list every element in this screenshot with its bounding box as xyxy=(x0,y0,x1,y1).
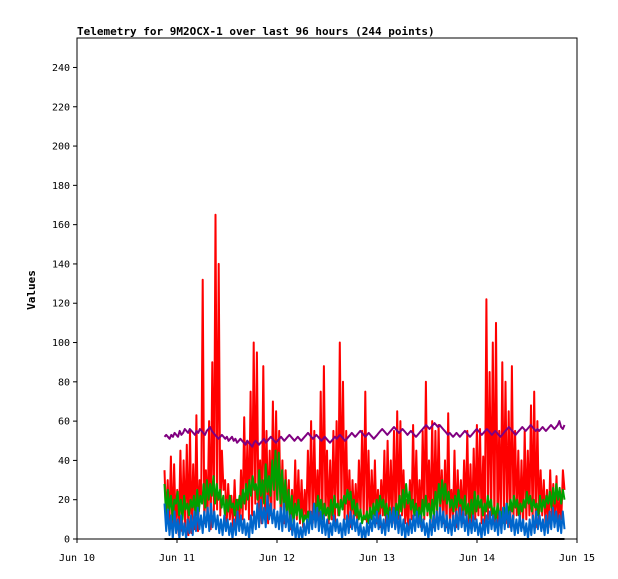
y-tick-label: 240 xyxy=(52,63,70,74)
y-tick-label: 200 xyxy=(52,142,70,153)
y-tick-label: 20 xyxy=(58,495,70,506)
series-line-3 xyxy=(163,494,566,540)
y-tick-label: 220 xyxy=(52,102,70,113)
y-tick-label: 60 xyxy=(58,417,70,428)
series-line-4 xyxy=(163,420,566,448)
x-tick-label: Jun 11 xyxy=(159,553,195,564)
x-tick-label: Jun 14 xyxy=(459,553,495,564)
y-tick-label: 160 xyxy=(52,220,70,231)
y-tick-label: 40 xyxy=(58,456,70,467)
x-axis: Jun 10 Jun 11 Jun 12 Jun 13 Jun 14 Jun 15 xyxy=(59,539,595,564)
x-tick-label: Jun 10 xyxy=(59,553,95,564)
x-tick-label: Jun 12 xyxy=(259,553,295,564)
y-axis: 0 20 40 60 80 100 120 140 160 180 200 220 240 xyxy=(52,63,77,546)
x-tick-label: Jun 15 xyxy=(559,553,595,564)
y-tick-label: 80 xyxy=(58,377,70,388)
x-tick-label: Jun 13 xyxy=(359,553,395,564)
y-tick-label: 100 xyxy=(52,338,70,349)
y-tick-label: 0 xyxy=(64,535,70,546)
y-axis-label: Values xyxy=(25,270,38,310)
series-line-2 xyxy=(163,449,566,525)
y-tick-label: 140 xyxy=(52,259,70,270)
series-layer xyxy=(163,213,566,540)
y-tick-label: 180 xyxy=(52,181,70,192)
y-tick-label: 120 xyxy=(52,299,70,310)
chart-title: Telemetry for 9M2OCX-1 over last 96 hour… xyxy=(77,25,435,38)
